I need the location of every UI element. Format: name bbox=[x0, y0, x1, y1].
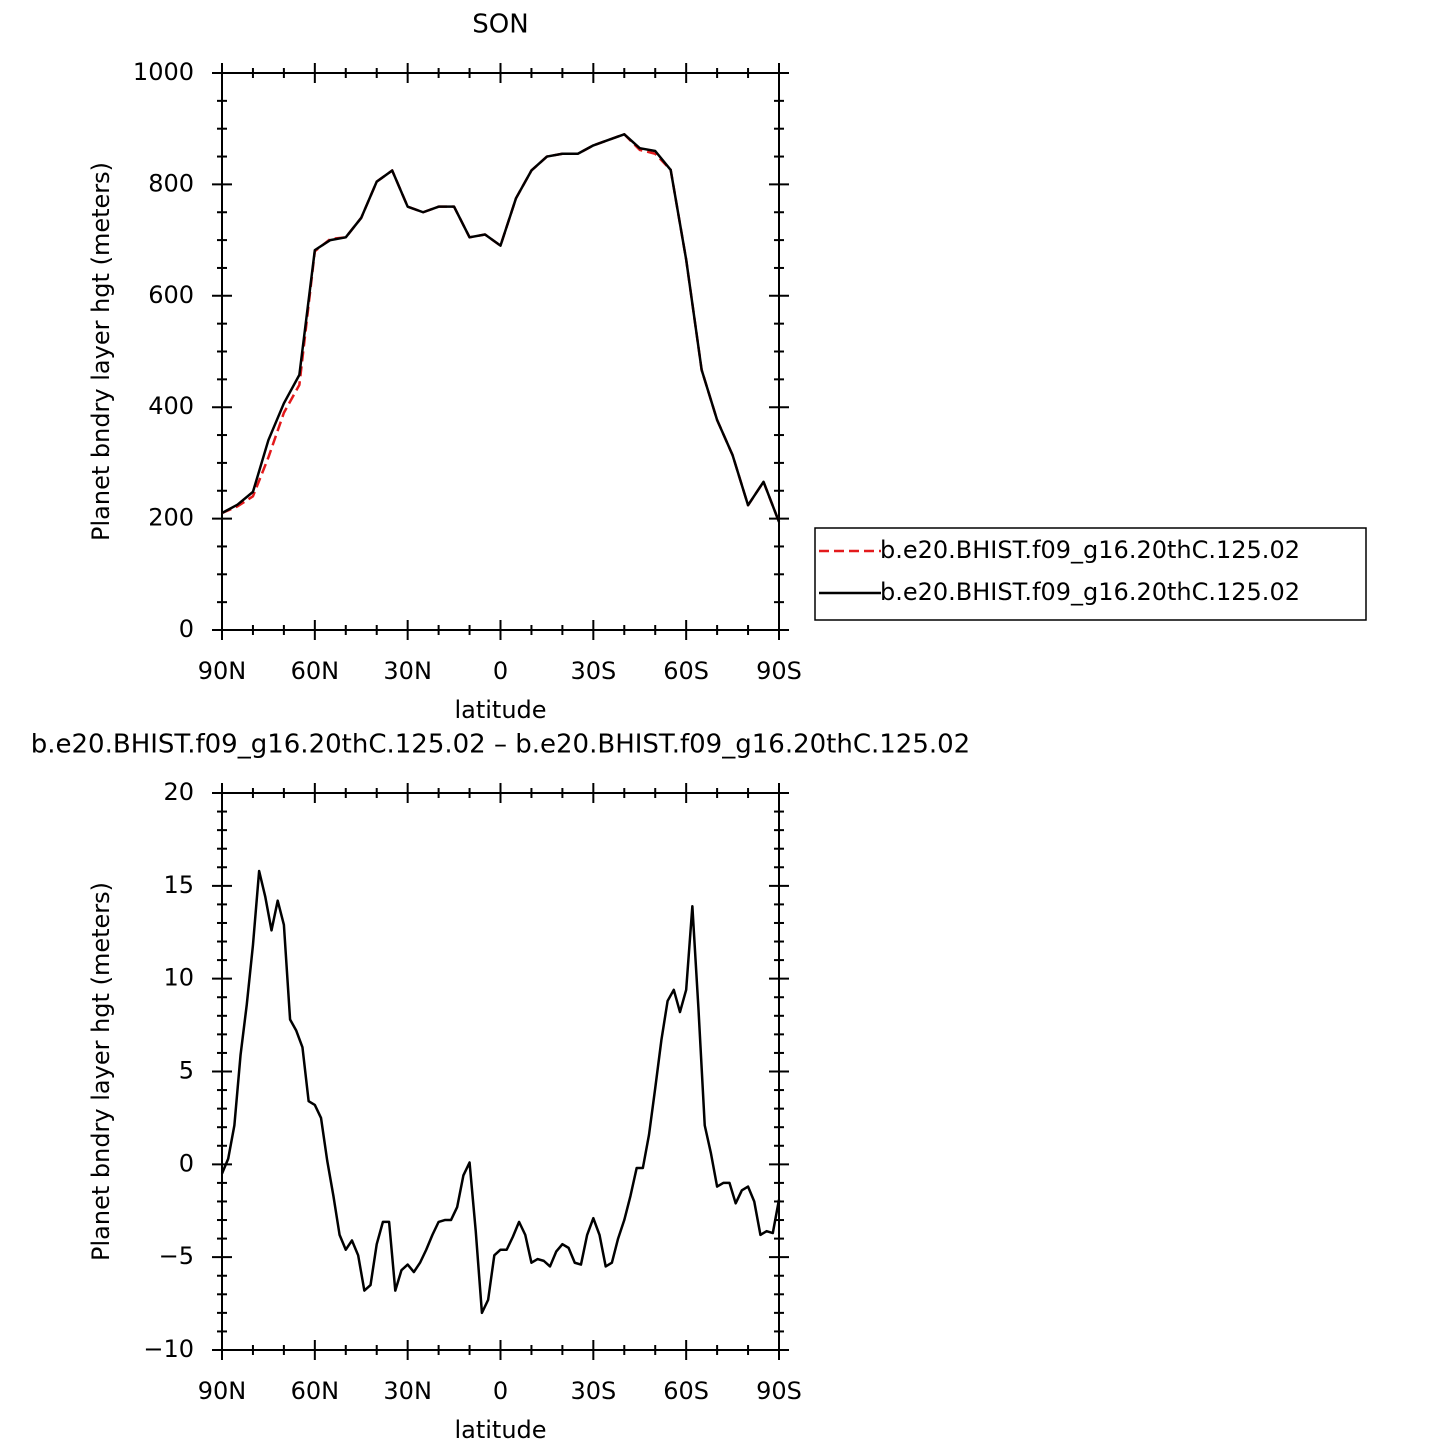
x-axis-label: latitude bbox=[454, 696, 546, 724]
x-tick-label: 30S bbox=[570, 657, 616, 685]
x-axis-label: latitude bbox=[454, 1416, 546, 1444]
chart-title: SON bbox=[472, 10, 528, 40]
y-tick-label: 10 bbox=[163, 964, 194, 992]
y-tick-label: 400 bbox=[148, 392, 194, 420]
y-tick-label: 1000 bbox=[133, 58, 194, 86]
y-tick-label: 15 bbox=[163, 871, 194, 899]
y-tick-label: 600 bbox=[148, 281, 194, 309]
x-tick-label: 30N bbox=[383, 657, 432, 685]
x-tick-label: 60S bbox=[663, 657, 709, 685]
chart-title: b.e20.BHIST.f09_g16.20thC.125.02 – b.e20… bbox=[31, 730, 970, 760]
y-tick-label: 20 bbox=[163, 778, 194, 806]
y-tick-label: 800 bbox=[148, 169, 194, 197]
y-tick-label: 0 bbox=[179, 615, 194, 643]
data-line bbox=[220, 869, 781, 1315]
legend-label: b.e20.BHIST.f09_g16.20thC.125.02 bbox=[880, 536, 1300, 564]
plot-frame bbox=[221, 72, 780, 631]
x-tick-label: 60N bbox=[291, 1377, 340, 1405]
x-tick-label: 90N bbox=[198, 1377, 247, 1405]
x-tick-label: 60N bbox=[291, 657, 340, 685]
y-tick-label: 200 bbox=[148, 504, 194, 532]
y-tick-label: 0 bbox=[179, 1149, 194, 1177]
x-tick-label: 30S bbox=[570, 1377, 616, 1405]
x-tick-label: 30N bbox=[383, 1377, 432, 1405]
data-line bbox=[221, 133, 781, 523]
y-axis-label: Planet bndry layer hgt (meters) bbox=[87, 882, 115, 1261]
y-tick-label: −10 bbox=[143, 1335, 194, 1363]
x-tick-label: 0 bbox=[493, 1377, 508, 1405]
x-tick-label: 90S bbox=[756, 1377, 802, 1405]
x-tick-label: 90N bbox=[198, 657, 247, 685]
x-tick-label: 60S bbox=[663, 1377, 709, 1405]
y-tick-label: 5 bbox=[179, 1057, 194, 1085]
x-tick-label: 90S bbox=[756, 657, 802, 685]
y-tick-label: −5 bbox=[159, 1242, 194, 1270]
y-axis-label: Planet bndry layer hgt (meters) bbox=[87, 162, 115, 541]
legend-label: b.e20.BHIST.f09_g16.20thC.125.02 bbox=[880, 578, 1300, 606]
legend-box bbox=[814, 527, 1367, 621]
x-tick-label: 0 bbox=[493, 657, 508, 685]
